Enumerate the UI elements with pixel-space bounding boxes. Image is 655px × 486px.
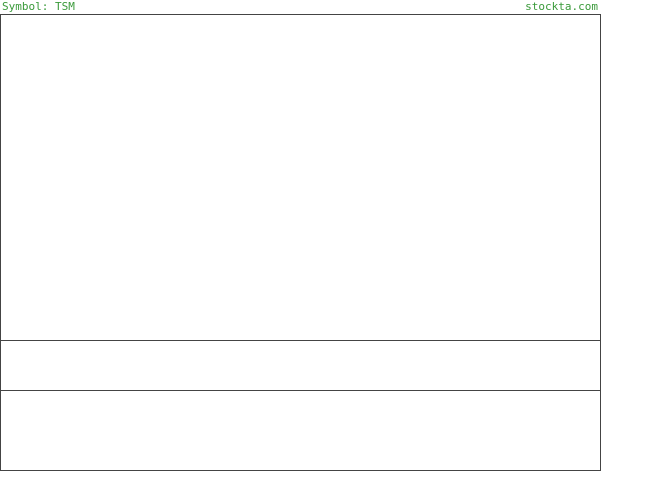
stochastic-frame — [0, 390, 601, 471]
symbol-label: Symbol: TSM — [2, 0, 75, 13]
site-label: stockta.com — [525, 0, 598, 13]
